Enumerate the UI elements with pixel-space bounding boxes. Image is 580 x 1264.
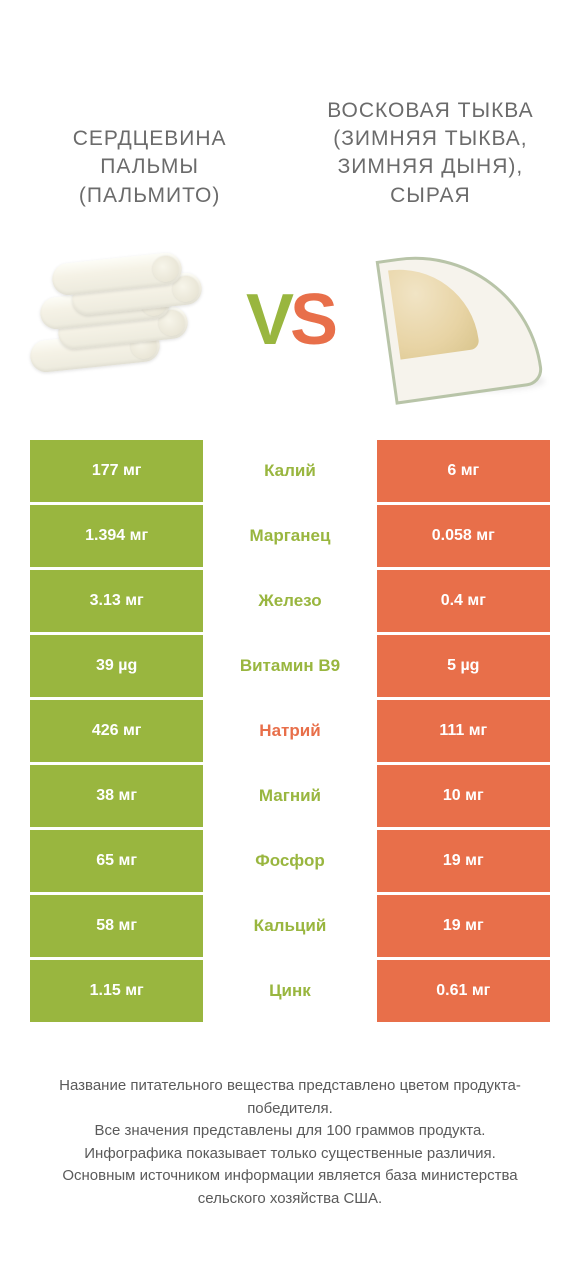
nutrient-label: Магний	[203, 765, 376, 827]
palm-hearts-icon	[30, 240, 210, 400]
table-row: 1.15 мгЦинк0.61 мг	[30, 960, 550, 1022]
footer-notes: Название питательного вещества представл…	[0, 1025, 580, 1210]
value-right: 111 мг	[377, 700, 550, 762]
value-left: 39 µg	[30, 635, 203, 697]
nutrient-label: Калий	[203, 440, 376, 502]
vs-s: S	[290, 279, 334, 361]
footer-line: Все значения представлены для 100 граммо…	[30, 1120, 550, 1143]
table-row: 3.13 мгЖелезо0.4 мг	[30, 570, 550, 632]
nutrient-label: Натрий	[203, 700, 376, 762]
hero-row: VS	[0, 230, 580, 440]
value-left: 58 мг	[30, 895, 203, 957]
footer-line: Инфографика показывает только существенн…	[30, 1143, 550, 1166]
value-left: 3.13 мг	[30, 570, 203, 632]
value-left: 426 мг	[30, 700, 203, 762]
winter-melon-icon	[376, 240, 545, 404]
title-left: СЕРДЦЕВИНА ПАЛЬМЫ (ПАЛЬМИТО)	[30, 125, 269, 210]
value-right: 19 мг	[377, 830, 550, 892]
table-row: 1.394 мгМарганец0.058 мг	[30, 505, 550, 567]
image-left	[30, 240, 210, 400]
table-row: 65 мгФосфор19 мг	[30, 830, 550, 892]
image-right	[370, 240, 550, 400]
table-row: 177 мгКалий6 мг	[30, 440, 550, 502]
nutrient-label: Витамин B9	[203, 635, 376, 697]
title-right: ВОСКОВАЯ ТЫКВА (ЗИМНЯЯ ТЫКВА, ЗИМНЯЯ ДЫН…	[311, 97, 550, 210]
nutrient-label: Фосфор	[203, 830, 376, 892]
nutrient-label: Цинк	[203, 960, 376, 1022]
table-row: 38 мгМагний10 мг	[30, 765, 550, 827]
table-row: 39 µgВитамин B95 µg	[30, 635, 550, 697]
value-right: 5 µg	[377, 635, 550, 697]
value-left: 177 мг	[30, 440, 203, 502]
titles-row: СЕРДЦЕВИНА ПАЛЬМЫ (ПАЛЬМИТО) ВОСКОВАЯ ТЫ…	[0, 0, 580, 230]
footer-line: Основным источником информации является …	[30, 1165, 550, 1210]
nutrient-label: Марганец	[203, 505, 376, 567]
value-right: 19 мг	[377, 895, 550, 957]
footer-line: Название питательного вещества представл…	[30, 1075, 550, 1120]
value-right: 0.61 мг	[377, 960, 550, 1022]
table-row: 58 мгКальций19 мг	[30, 895, 550, 957]
value-left: 38 мг	[30, 765, 203, 827]
value-right: 0.4 мг	[377, 570, 550, 632]
value-right: 6 мг	[377, 440, 550, 502]
value-right: 0.058 мг	[377, 505, 550, 567]
comparison-table: 177 мгКалий6 мг1.394 мгМарганец0.058 мг3…	[0, 440, 580, 1022]
value-left: 1.15 мг	[30, 960, 203, 1022]
vs-v: V	[246, 279, 290, 361]
value-left: 1.394 мг	[30, 505, 203, 567]
nutrient-label: Железо	[203, 570, 376, 632]
table-row: 426 мгНатрий111 мг	[30, 700, 550, 762]
nutrient-label: Кальций	[203, 895, 376, 957]
value-left: 65 мг	[30, 830, 203, 892]
value-right: 10 мг	[377, 765, 550, 827]
vs-label: VS	[246, 279, 334, 361]
